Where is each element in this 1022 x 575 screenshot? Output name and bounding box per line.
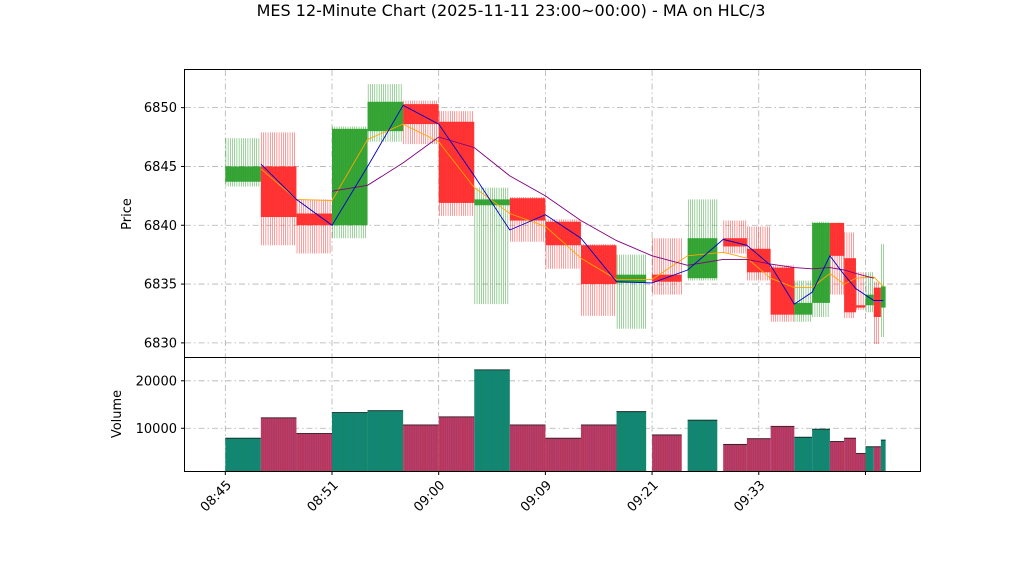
volume-y-ticks: 10000 20000 — [136, 374, 185, 437]
volume-bar-9 — [545, 437, 581, 471]
volume-bar-12 — [652, 434, 682, 471]
ma-fast-line — [260, 123, 884, 289]
x-tick-label: 09:09 — [518, 478, 555, 515]
x-tick-label: 09:21 — [625, 478, 662, 515]
volume-axis-label: Volume — [110, 390, 125, 438]
volume-bar-2 — [296, 433, 332, 471]
volume-bar-10 — [580, 424, 617, 471]
volume-bar-13 — [687, 419, 718, 471]
volume-bar-1 — [260, 417, 297, 471]
x-ticks: 08:45 08:51 09:00 09:09 09:21 09:33 — [198, 471, 866, 515]
candle-7 — [474, 187, 510, 305]
ma-slow-line — [331, 136, 874, 279]
volume-grid — [185, 358, 920, 471]
candle-18 — [812, 221, 830, 318]
volume-tick-label: 10000 — [136, 422, 177, 437]
candle-15 — [746, 226, 771, 281]
volume-bar-18 — [812, 428, 830, 471]
volume-bar-3 — [332, 412, 368, 471]
x-tick-label: 09:33 — [731, 478, 768, 515]
x-tick-label: 08:45 — [198, 478, 235, 515]
volume-bar-15 — [746, 438, 771, 471]
volume-bar-22 — [865, 446, 874, 471]
candle-17 — [794, 280, 813, 322]
volume-bar-24 — [880, 439, 886, 471]
price-tick-label: 6830 — [144, 336, 177, 351]
candle-11 — [616, 254, 647, 329]
candle-24 — [880, 244, 886, 338]
price-tick-label: 6845 — [144, 160, 177, 175]
volume-bar-23 — [873, 446, 881, 471]
chart-title: MES 12-Minute Chart (2025-11-11 23:00~00… — [257, 1, 766, 20]
volume-marks — [225, 369, 886, 471]
x-tick-label: 08:51 — [305, 478, 342, 515]
volume-bar-5 — [403, 424, 439, 471]
volume-bar-21 — [855, 452, 866, 471]
price-marks — [225, 84, 886, 345]
price-tick-label: 6840 — [144, 219, 177, 234]
price-tick-label: 6850 — [144, 101, 177, 116]
candle-20 — [844, 232, 856, 319]
price-tick-label: 6835 — [144, 278, 177, 293]
volume-bar-19 — [829, 441, 845, 471]
x-tick-label: 09:00 — [411, 478, 448, 515]
volume-bar-17 — [794, 436, 813, 471]
candle-12 — [652, 238, 682, 295]
volume-tick-label: 20000 — [136, 374, 177, 389]
candle-22 — [865, 272, 874, 313]
candle-1 — [260, 132, 297, 246]
candle-13 — [687, 199, 718, 281]
volume-bar-4 — [367, 410, 404, 471]
candle-6 — [438, 111, 475, 216]
candle-10 — [580, 244, 617, 316]
candle-16 — [770, 265, 795, 322]
candle-0 — [225, 138, 261, 187]
candle-2 — [296, 199, 332, 254]
volume-bar-14 — [723, 443, 747, 471]
volume-bar-11 — [616, 411, 647, 471]
candle-4 — [367, 84, 404, 142]
volume-bar-6 — [438, 416, 475, 471]
price-y-ticks: 6830 6835 6840 6845 6850 — [144, 101, 185, 351]
volume-bar-8 — [509, 424, 546, 471]
ma-lines — [260, 104, 884, 305]
candle-5 — [403, 100, 439, 145]
volume-bar-7 — [474, 369, 510, 471]
candle-23 — [873, 281, 881, 345]
candle-8 — [509, 197, 546, 242]
volume-bar-16 — [770, 425, 795, 471]
volume-bar-0 — [225, 437, 261, 471]
volume-bar-20 — [844, 437, 856, 471]
price-axis-label: Price — [120, 198, 135, 230]
volume-panel-frame — [184, 357, 921, 472]
ma-mid-line — [260, 104, 884, 305]
candle-3 — [332, 126, 368, 239]
